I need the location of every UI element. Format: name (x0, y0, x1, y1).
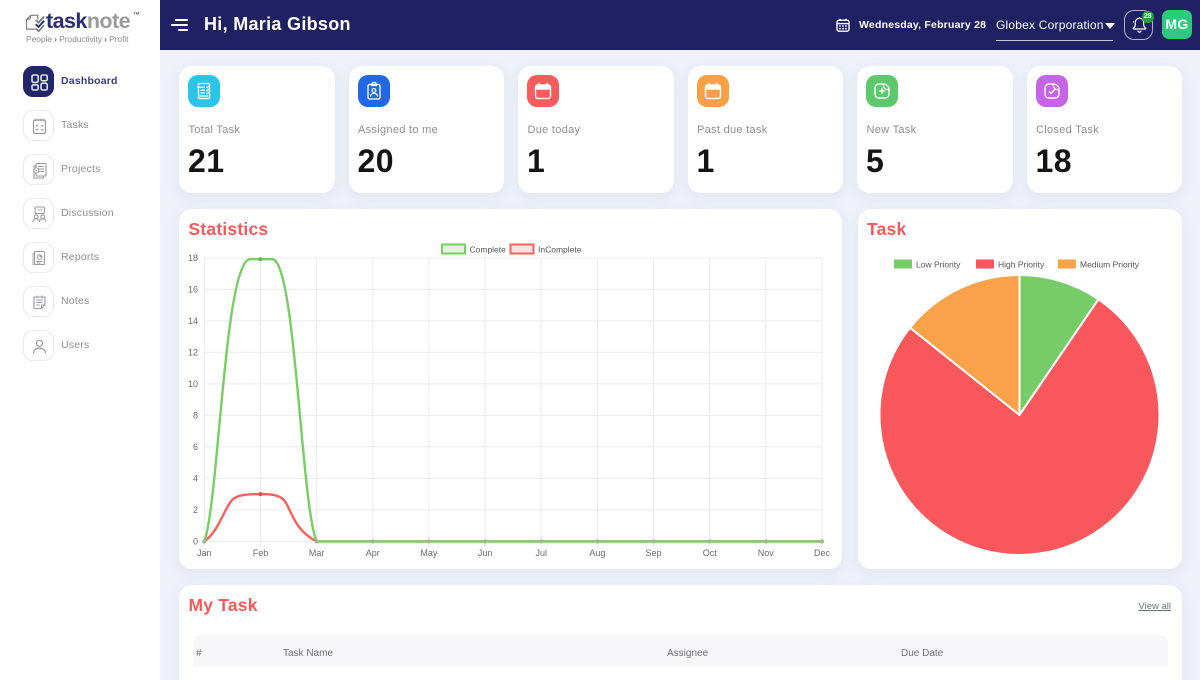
svg-text:16: 16 (188, 284, 198, 294)
svg-text:High Priority: High Priority (998, 259, 1045, 269)
svg-text:Sep: Sep (645, 548, 661, 558)
svg-text:Jul: Jul (535, 548, 547, 558)
svg-text:Complete: Complete (470, 244, 507, 254)
svg-text:Medium Priority: Medium Priority (1080, 259, 1140, 269)
svg-text:14: 14 (188, 315, 198, 325)
svg-text:10: 10 (188, 378, 198, 388)
svg-text:InComplete: InComplete (538, 244, 582, 254)
svg-text:18: 18 (188, 252, 198, 262)
svg-text:4: 4 (193, 473, 198, 483)
svg-text:May: May (420, 548, 438, 558)
svg-text:2: 2 (193, 504, 198, 514)
svg-text:Oct: Oct (703, 548, 718, 558)
svg-text:Apr: Apr (366, 548, 380, 558)
svg-text:Feb: Feb (253, 548, 269, 558)
svg-text:Low Priority: Low Priority (916, 259, 961, 269)
svg-text:12: 12 (188, 347, 198, 357)
svg-text:Mar: Mar (309, 548, 325, 558)
svg-text:Jun: Jun (478, 548, 493, 558)
svg-text:0: 0 (193, 536, 198, 546)
svg-text:Jan: Jan (197, 548, 212, 558)
svg-text:Aug: Aug (589, 548, 605, 558)
svg-text:8: 8 (193, 410, 198, 420)
svg-text:Dec: Dec (814, 548, 831, 558)
svg-text:Nov: Nov (758, 548, 775, 558)
svg-text:6: 6 (193, 441, 198, 451)
